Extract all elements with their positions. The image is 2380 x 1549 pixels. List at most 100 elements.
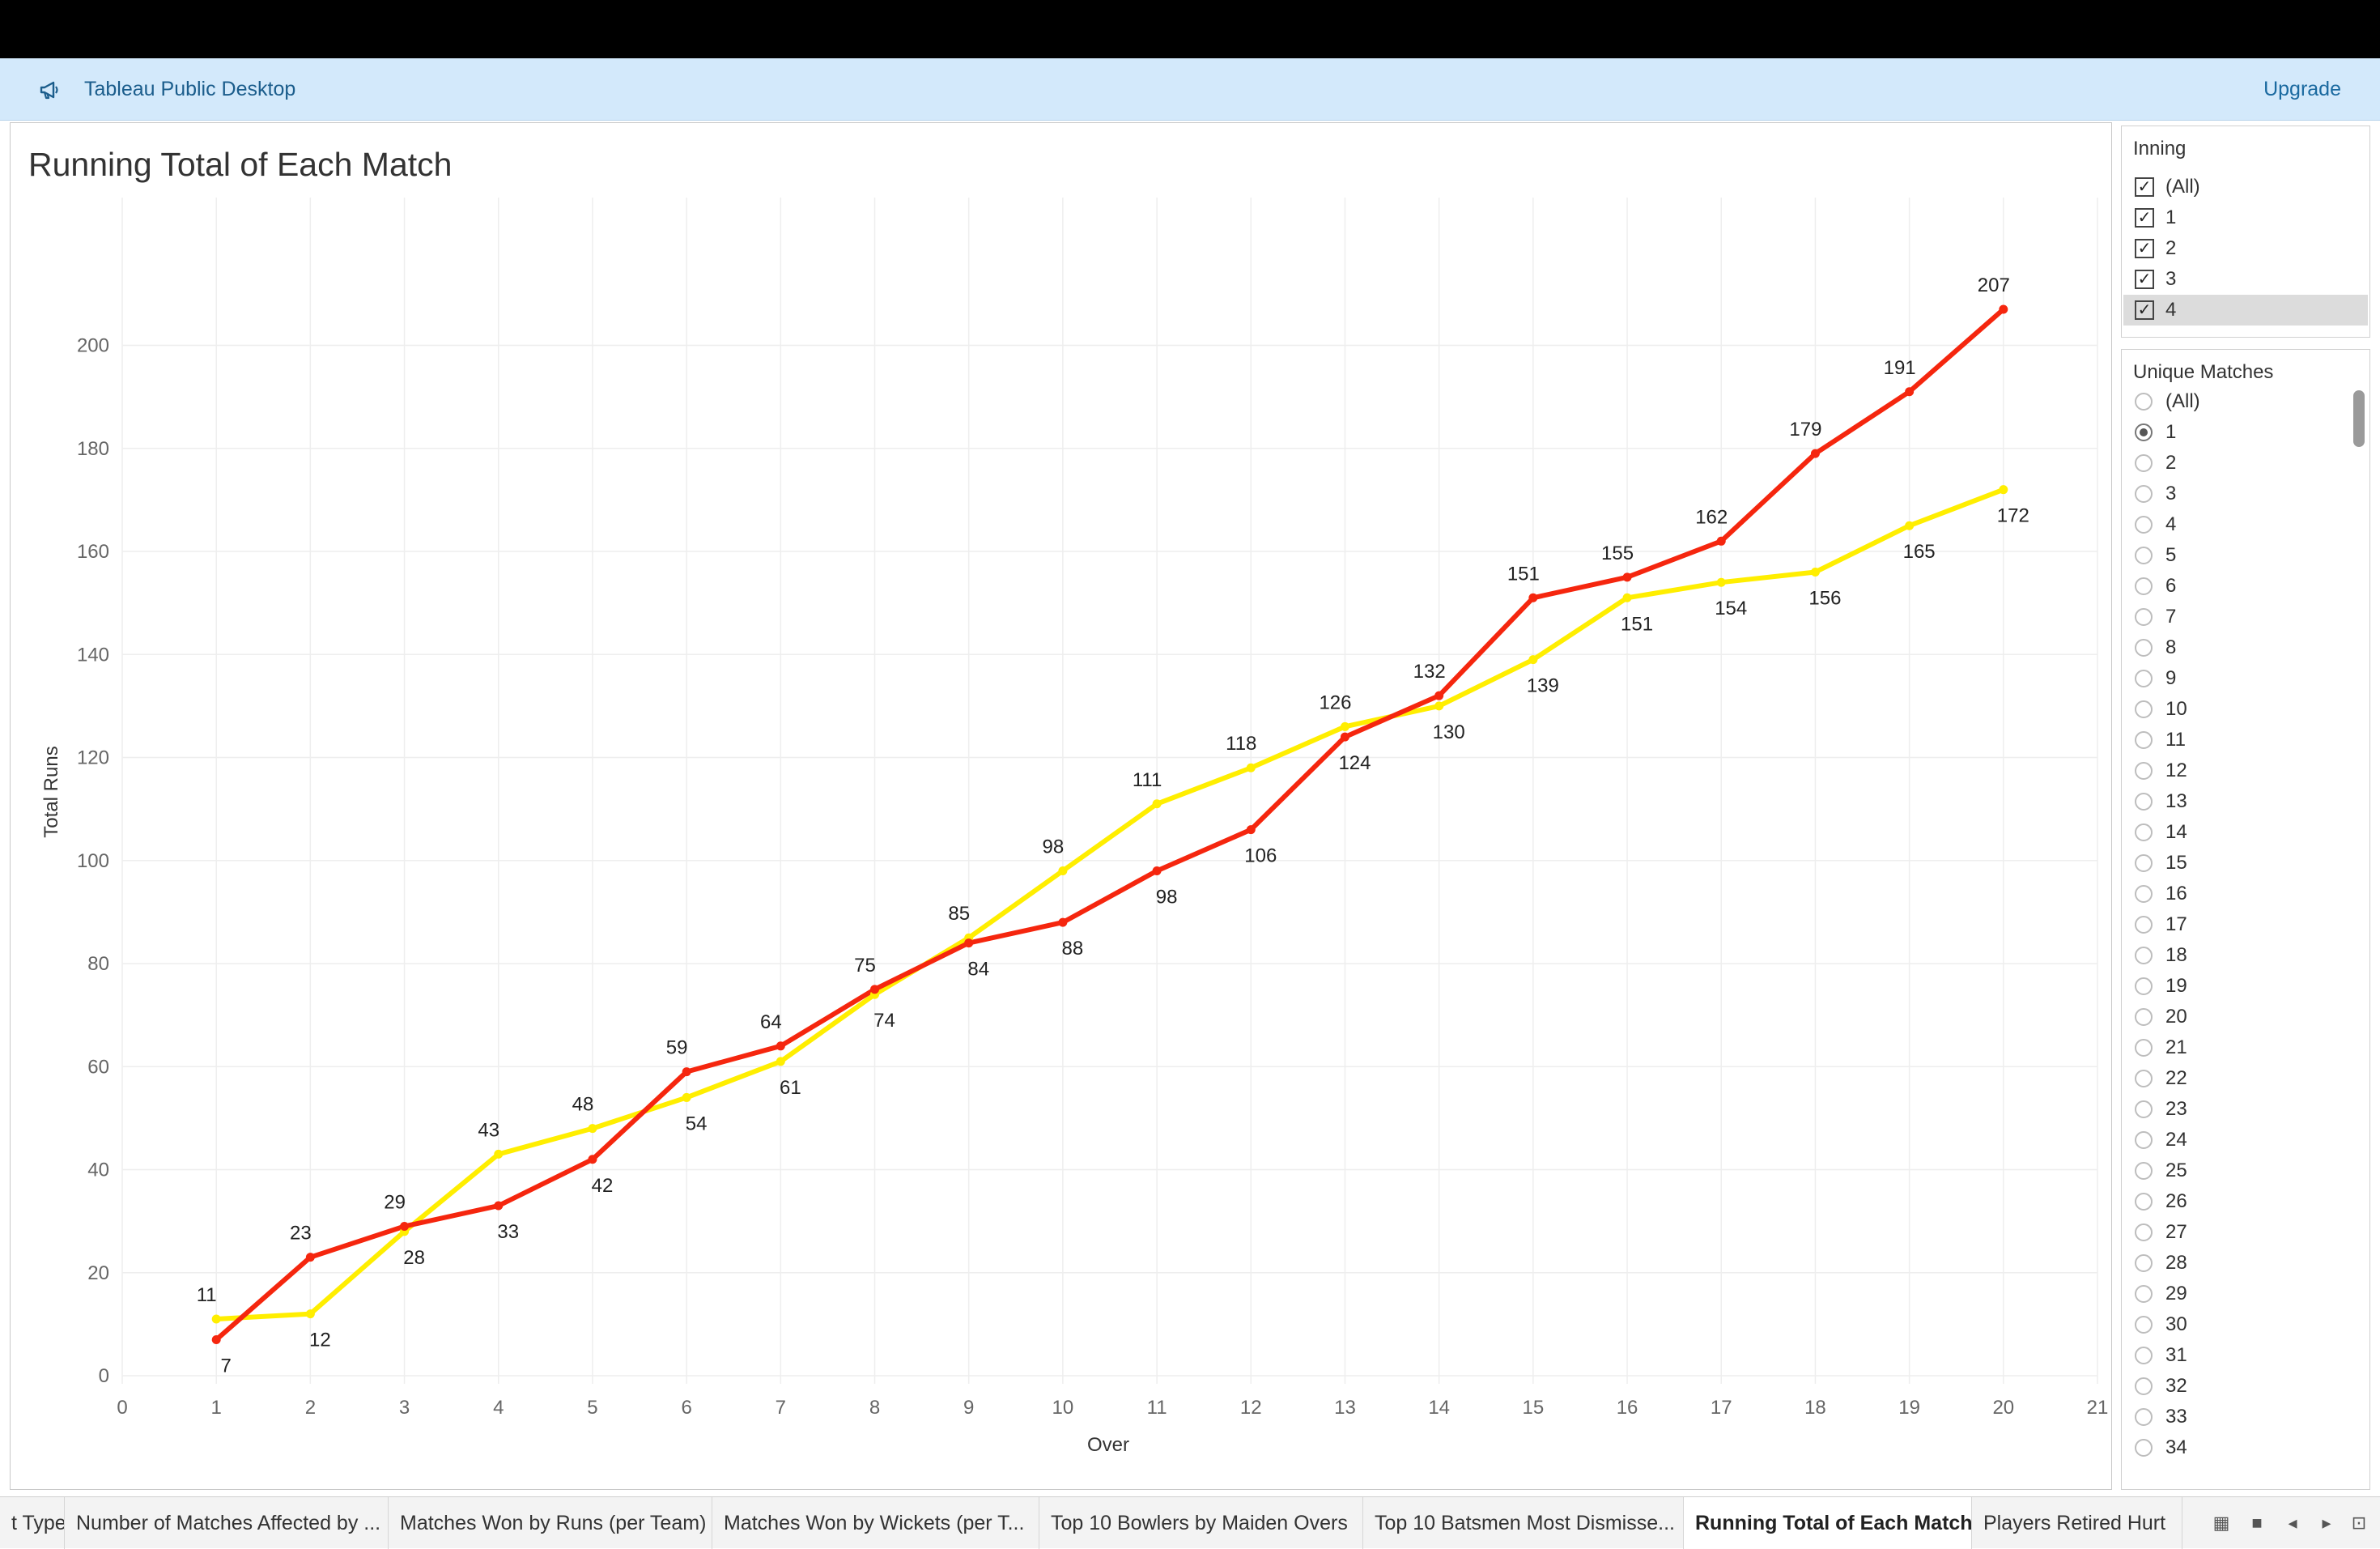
- match-option[interactable]: 5: [2123, 540, 2368, 571]
- sheet-tab[interactable]: Matches Won by Wickets (per T...: [712, 1497, 1039, 1549]
- match-option[interactable]: 32: [2123, 1371, 2368, 1402]
- radio-icon[interactable]: [2135, 700, 2153, 718]
- match-option[interactable]: 6: [2123, 571, 2368, 602]
- radio-icon[interactable]: [2135, 1347, 2153, 1364]
- checkbox-icon[interactable]: ✓: [2135, 270, 2154, 289]
- match-option[interactable]: 27: [2123, 1217, 2368, 1248]
- match-option[interactable]: 17: [2123, 909, 2368, 940]
- match-option[interactable]: 19: [2123, 971, 2368, 1002]
- match-option[interactable]: 25: [2123, 1155, 2368, 1186]
- match-option[interactable]: (All): [2123, 386, 2368, 417]
- match-option[interactable]: 18: [2123, 940, 2368, 971]
- inning-option[interactable]: ✓ 1: [2123, 202, 2368, 233]
- radio-icon[interactable]: [2135, 1162, 2153, 1180]
- radio-icon[interactable]: [2135, 1131, 2153, 1149]
- match-option[interactable]: 28: [2123, 1248, 2368, 1279]
- match-option[interactable]: 4: [2123, 509, 2368, 540]
- radio-icon[interactable]: [2135, 577, 2153, 595]
- match-option[interactable]: 20: [2123, 1002, 2368, 1032]
- radio-icon[interactable]: [2135, 762, 2153, 780]
- match-option-label: 20: [2165, 1006, 2187, 1028]
- match-option[interactable]: 13: [2123, 786, 2368, 817]
- radio-icon[interactable]: [2135, 1254, 2153, 1272]
- data-label: 88: [1062, 938, 1084, 960]
- sheet-tab[interactable]: Top 10 Batsmen Most Dismisse...: [1363, 1497, 1684, 1549]
- inning-option[interactable]: ✓ 4: [2123, 295, 2368, 326]
- inning-option[interactable]: ✓ 2: [2123, 233, 2368, 264]
- match-option[interactable]: 15: [2123, 848, 2368, 879]
- radio-icon[interactable]: [2135, 916, 2153, 934]
- radio-icon[interactable]: [2135, 1377, 2153, 1395]
- match-option[interactable]: 23: [2123, 1094, 2368, 1125]
- radio-icon[interactable]: [2135, 454, 2153, 472]
- radio-icon[interactable]: [2135, 793, 2153, 811]
- match-option[interactable]: 14: [2123, 817, 2368, 848]
- sheet-tab[interactable]: Players Retired Hurt: [1972, 1497, 2182, 1549]
- radio-icon[interactable]: [2135, 608, 2153, 626]
- match-option[interactable]: 12: [2123, 755, 2368, 786]
- radio-icon[interactable]: [2135, 1070, 2153, 1087]
- data-point: [1999, 485, 2008, 495]
- match-option[interactable]: 22: [2123, 1063, 2368, 1094]
- match-option[interactable]: 7: [2123, 602, 2368, 632]
- scroll-tabs-right-icon[interactable]: ▸: [2322, 1513, 2331, 1533]
- radio-icon[interactable]: [2135, 547, 2153, 564]
- match-option[interactable]: 3: [2123, 479, 2368, 509]
- sheet-tab[interactable]: Number of Matches Affected by ...: [65, 1497, 389, 1549]
- radio-icon[interactable]: [2135, 393, 2153, 411]
- show-filmstrip-icon[interactable]: ▦: [2212, 1513, 2230, 1533]
- sheet-tab[interactable]: Running Total of Each Match: [1684, 1497, 1972, 1549]
- radio-icon[interactable]: [2135, 639, 2153, 657]
- radio-icon[interactable]: [2135, 670, 2153, 687]
- match-option[interactable]: 33: [2123, 1402, 2368, 1432]
- match-option[interactable]: 11: [2123, 725, 2368, 755]
- radio-icon[interactable]: [2135, 423, 2153, 441]
- radio-icon[interactable]: [2135, 1039, 2153, 1057]
- radio-icon[interactable]: [2135, 947, 2153, 964]
- match-option[interactable]: 29: [2123, 1279, 2368, 1309]
- upgrade-link[interactable]: Upgrade: [2263, 78, 2341, 100]
- checkbox-icon[interactable]: ✓: [2135, 208, 2154, 228]
- radio-icon[interactable]: [2135, 823, 2153, 841]
- match-option[interactable]: 30: [2123, 1309, 2368, 1340]
- inning-option[interactable]: ✓ 3: [2123, 264, 2368, 295]
- radio-icon[interactable]: [2135, 1100, 2153, 1118]
- radio-icon[interactable]: [2135, 1439, 2153, 1457]
- scroll-tabs-left-icon[interactable]: ◂: [2288, 1513, 2297, 1533]
- match-option[interactable]: 10: [2123, 694, 2368, 725]
- radio-icon[interactable]: [2135, 516, 2153, 534]
- match-option[interactable]: 26: [2123, 1186, 2368, 1217]
- radio-icon[interactable]: [2135, 485, 2153, 503]
- sheet-tab[interactable]: t Type: [0, 1497, 65, 1549]
- radio-icon[interactable]: [2135, 731, 2153, 749]
- radio-icon[interactable]: [2135, 1008, 2153, 1026]
- match-option[interactable]: 21: [2123, 1032, 2368, 1063]
- presentation-mode-icon[interactable]: ⊡: [2351, 1513, 2367, 1533]
- data-point: [1716, 536, 1726, 546]
- inning-option[interactable]: ✓ (All): [2123, 172, 2368, 202]
- match-option[interactable]: 2: [2123, 448, 2368, 479]
- match-option[interactable]: 16: [2123, 879, 2368, 909]
- match-option[interactable]: 1: [2123, 417, 2368, 448]
- filter-scrollbar[interactable]: [2353, 390, 2365, 447]
- match-option[interactable]: 9: [2123, 663, 2368, 694]
- x-tick-label: 11: [1147, 1397, 1167, 1419]
- radio-icon[interactable]: [2135, 1285, 2153, 1303]
- checkbox-icon[interactable]: ✓: [2135, 300, 2154, 320]
- radio-icon[interactable]: [2135, 1408, 2153, 1426]
- radio-icon[interactable]: [2135, 1223, 2153, 1241]
- radio-icon[interactable]: [2135, 977, 2153, 995]
- checkbox-icon[interactable]: ✓: [2135, 177, 2154, 197]
- checkbox-icon[interactable]: ✓: [2135, 239, 2154, 258]
- show-tabs-icon[interactable]: ■: [2251, 1513, 2263, 1533]
- sheet-tab[interactable]: Top 10 Bowlers by Maiden Overs: [1039, 1497, 1363, 1549]
- radio-icon[interactable]: [2135, 1316, 2153, 1334]
- match-option[interactable]: 34: [2123, 1432, 2368, 1463]
- sheet-tab[interactable]: Matches Won by Runs (per Team): [389, 1497, 712, 1549]
- match-option[interactable]: 8: [2123, 632, 2368, 663]
- match-option[interactable]: 24: [2123, 1125, 2368, 1155]
- radio-icon[interactable]: [2135, 1193, 2153, 1211]
- radio-icon[interactable]: [2135, 854, 2153, 872]
- radio-icon[interactable]: [2135, 885, 2153, 903]
- match-option[interactable]: 31: [2123, 1340, 2368, 1371]
